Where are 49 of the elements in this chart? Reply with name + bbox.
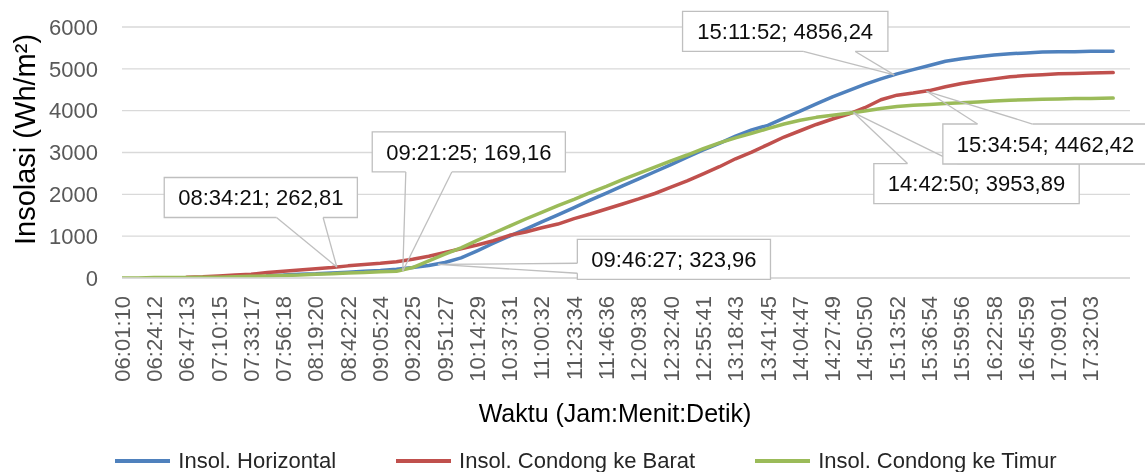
x-tick-label: 11:23:34 [561,296,587,381]
x-tick-label: 11:00:32 [529,296,555,381]
x-tick-label: 09:51:27 [432,296,458,382]
y-axis-title: Insolasi (Wh/m²) [9,33,42,246]
x-tick-label: 15:59:56 [949,296,975,382]
y-tick-label: 6000 [49,14,98,40]
x-tick-label: 09:05:24 [368,296,394,382]
annotation: 09:21:25; 169,16 [386,139,552,165]
x-tick-label: 17:09:01 [1046,296,1072,382]
x-tick-label: 15:36:54 [917,296,943,382]
x-tick-label: 13:18:43 [723,296,749,382]
legend-label: Insol. Condong ke Barat [459,448,696,472]
annotation: 08:34:21; 262,81 [178,185,344,211]
annotation: 15:11:52; 4856,24 [697,19,874,45]
x-tick-label: 11:46:36 [594,296,620,381]
legend-label: Insol. Condong ke Timur [818,448,1057,472]
x-tick-label: 06:01:10 [109,296,135,382]
annotation: 15:34:54; 4462,42 [956,131,1135,157]
legend-label: Insol. Horizontal [178,448,337,472]
x-tick-label: 15:13:52 [884,296,910,382]
x-tick-label: 08:19:20 [303,296,329,382]
x-tick-label: 16:45:59 [1013,296,1039,382]
y-tick-label: 2000 [49,182,98,208]
x-tick-label: 13:41:45 [755,296,781,382]
x-tick-label: 12:32:40 [658,296,684,382]
x-tick-label: 07:33:17 [238,296,264,382]
y-tick-label: 0 [85,265,98,291]
x-tick-label: 14:27:49 [820,296,846,382]
x-tick-label: 10:14:29 [464,296,490,382]
annotation: 14:42:50; 3953,89 [887,171,1066,197]
x-tick-label: 06:47:13 [174,296,200,382]
x-tick-label: 07:56:18 [271,296,297,382]
x-tick-label: 14:50:50 [852,296,878,382]
x-tick-label: 14:04:47 [787,296,813,382]
x-tick-label: 12:09:38 [626,296,652,382]
x-tick-label: 09:28:25 [400,296,426,382]
x-tick-label: 10:37:31 [497,296,523,382]
y-tick-label: 5000 [49,56,98,82]
x-tick-label: 16:22:58 [981,296,1007,382]
x-tick-label: 17:32:03 [1078,296,1104,382]
x-axis-title: Waktu (Jam:Menit:Detik) [478,398,752,427]
x-tick-label: 07:10:15 [206,296,232,382]
y-tick-label: 3000 [49,140,98,166]
x-tick-label: 06:24:12 [142,296,167,382]
y-tick-label: 4000 [49,98,98,124]
x-tick-label: 08:42:22 [335,296,361,382]
y-tick-label: 1000 [49,223,98,249]
x-tick-label: 12:55:41 [690,296,716,382]
annotation: 09:46:27; 323,96 [591,247,757,273]
